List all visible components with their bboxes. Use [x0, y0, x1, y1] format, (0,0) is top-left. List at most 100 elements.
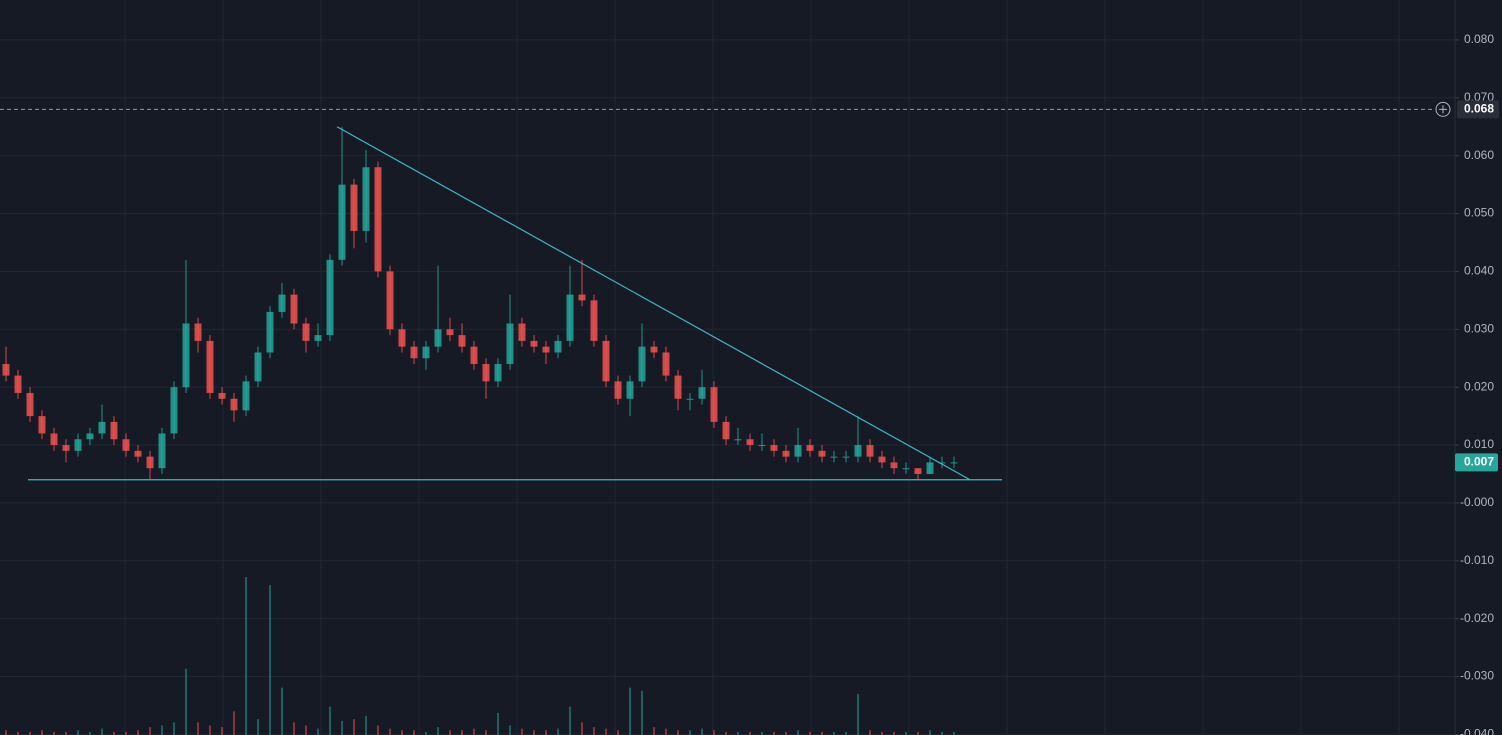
candle-body — [194, 323, 202, 341]
volume-bar — [533, 730, 535, 735]
volume-bar — [893, 731, 895, 735]
volume-bar — [317, 728, 319, 735]
volume-bar — [833, 731, 835, 735]
volume-bar — [677, 730, 679, 735]
candle-body — [290, 294, 298, 324]
volume-bar — [365, 716, 367, 735]
candle-body — [266, 311, 274, 353]
candle-body — [602, 340, 610, 382]
candle-body — [26, 392, 34, 417]
candle-body — [950, 462, 958, 464]
volume-bar — [905, 731, 907, 735]
volume-bar — [293, 722, 295, 735]
candle-body — [170, 387, 178, 434]
candle-body — [914, 468, 922, 474]
volume-bar — [725, 731, 727, 735]
candle-body — [134, 450, 142, 457]
crosshair-add-icon — [1439, 105, 1447, 114]
volume-bar — [89, 731, 91, 735]
candle-body — [758, 445, 766, 447]
candle-body — [722, 421, 730, 440]
volume-bar — [413, 730, 415, 735]
y-tick-label: 0.050 — [1464, 206, 1494, 220]
volume-bar — [665, 728, 667, 735]
candle-body — [2, 364, 10, 376]
y-tick-label: -0.000 — [1460, 495, 1494, 509]
volume-bar — [221, 727, 223, 735]
candle-body — [98, 421, 106, 434]
volume-bar — [173, 722, 175, 735]
volume-bar — [845, 731, 847, 735]
crosshair-add-button — [1435, 101, 1451, 117]
volume-bar — [281, 687, 283, 735]
candle-body — [14, 375, 22, 393]
last-price-label: 0.007 — [1464, 455, 1494, 469]
y-tick-label: -0.010 — [1460, 553, 1494, 567]
volume-bar — [581, 722, 583, 735]
candle-body — [818, 450, 826, 457]
volume-bar — [101, 728, 103, 735]
candle-body — [74, 439, 82, 451]
candle-body — [338, 184, 346, 260]
candle-body — [902, 468, 910, 470]
candle-body — [410, 346, 418, 359]
volume-bar — [593, 727, 595, 735]
candle-body — [794, 445, 802, 457]
candle-body — [518, 323, 526, 341]
volume-bar — [785, 731, 787, 735]
candle-body — [122, 439, 130, 451]
volume-bar — [797, 730, 799, 735]
candle-body — [482, 364, 490, 382]
volume-bar — [473, 728, 475, 735]
candle-body — [86, 433, 94, 440]
volume-bar — [737, 731, 739, 735]
volume-bar — [929, 730, 931, 735]
candle-body — [314, 335, 322, 341]
volume-bar — [749, 731, 751, 735]
volume-bar — [485, 730, 487, 735]
volume-bar — [821, 731, 823, 735]
candle-body — [710, 387, 718, 422]
volume-bar — [617, 730, 619, 735]
volume-bar — [245, 577, 247, 735]
candle-body — [746, 439, 754, 446]
y-tick-label: 0.060 — [1464, 148, 1494, 162]
volume-bar — [113, 731, 115, 735]
volume-bar — [125, 731, 127, 735]
volume-bar — [209, 725, 211, 735]
candle-body — [638, 346, 646, 382]
candle-body — [506, 323, 514, 365]
volume-bar — [653, 727, 655, 735]
volume-bar — [401, 730, 403, 735]
candle-body — [866, 445, 874, 457]
candle-body — [446, 329, 454, 336]
candle-body — [626, 381, 634, 399]
volume-bar — [353, 719, 355, 735]
volume-bar — [857, 693, 859, 735]
volume-bar — [569, 706, 571, 735]
candle-body — [554, 340, 562, 353]
candle-body — [614, 381, 622, 399]
volume-bar — [773, 731, 775, 735]
volume-bar — [713, 730, 715, 735]
last-price-box — [1455, 453, 1498, 472]
candle-body — [674, 375, 682, 399]
volume-bar — [341, 720, 343, 735]
volume-bar — [689, 730, 691, 735]
volume-bar — [605, 728, 607, 735]
volume-bar — [809, 731, 811, 735]
y-tick-label: 0.040 — [1464, 264, 1494, 278]
candle-body — [302, 323, 310, 341]
y-tick-label: 0.020 — [1464, 379, 1494, 393]
volume-bar — [641, 690, 643, 735]
volume-bar — [869, 730, 871, 735]
candle-body — [662, 352, 670, 376]
volume-bar — [437, 727, 439, 735]
volume-bar — [449, 730, 451, 735]
volume-bar — [377, 725, 379, 735]
candle-body — [374, 167, 382, 272]
y-tick-label: -0.030 — [1460, 669, 1494, 683]
candle-body — [530, 340, 538, 347]
candle-body — [494, 364, 502, 382]
candle-body — [398, 329, 406, 347]
